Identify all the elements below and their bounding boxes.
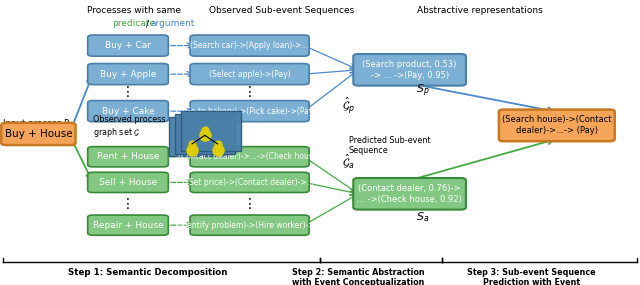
FancyBboxPatch shape: [190, 64, 309, 85]
Text: (Set price)->(Contact dealer)->...: (Set price)->(Contact dealer)->...: [186, 178, 314, 187]
FancyBboxPatch shape: [88, 35, 168, 56]
Text: Buy + Apple: Buy + Apple: [100, 70, 156, 79]
FancyBboxPatch shape: [88, 172, 168, 193]
FancyBboxPatch shape: [175, 114, 235, 154]
Text: Processes with same: Processes with same: [88, 6, 181, 15]
FancyBboxPatch shape: [190, 146, 309, 167]
Text: (Search house)->(Contact
dealer)->...-> (Pay): (Search house)->(Contact dealer)->...-> …: [502, 115, 612, 135]
Text: (Search product, 0.53)
-> ... ->(Pay, 0.95): (Search product, 0.53) -> ... ->(Pay, 0.…: [362, 60, 457, 80]
Text: Sell + House: Sell + House: [99, 178, 157, 187]
Text: Buy + Car: Buy + Car: [105, 41, 151, 50]
FancyBboxPatch shape: [353, 54, 466, 86]
Text: $\hat{\mathcal{G}}_p$: $\hat{\mathcal{G}}_p$: [342, 95, 355, 116]
Text: Abstractive representations: Abstractive representations: [417, 6, 543, 15]
Text: Step 2: Semantic Abstraction
with Event Conceptualization: Step 2: Semantic Abstraction with Event …: [292, 268, 425, 285]
Text: Step 3: Sub-event Sequence
Prediction with Event
Instantiation: Step 3: Sub-event Sequence Prediction wi…: [467, 268, 595, 285]
Text: (Search car)->(Apply loan)->...: (Search car)->(Apply loan)->...: [190, 41, 309, 50]
FancyBboxPatch shape: [182, 111, 241, 151]
FancyBboxPatch shape: [88, 215, 168, 235]
Text: Buy + House: Buy + House: [4, 129, 72, 139]
FancyBboxPatch shape: [190, 172, 309, 193]
FancyBboxPatch shape: [190, 215, 309, 235]
Text: Observed process
graph set $\mathcal{G}$: Observed process graph set $\mathcal{G}$: [93, 115, 165, 139]
FancyBboxPatch shape: [88, 101, 168, 122]
FancyBboxPatch shape: [499, 109, 614, 141]
FancyBboxPatch shape: [169, 117, 228, 156]
Text: ⋮: ⋮: [121, 85, 135, 99]
Text: (Contact dealer, 0.76)->
... ->(Check house, 0.92): (Contact dealer, 0.76)-> ... ->(Check ho…: [357, 184, 462, 204]
FancyBboxPatch shape: [353, 178, 466, 210]
FancyBboxPatch shape: [88, 64, 168, 85]
FancyBboxPatch shape: [190, 101, 309, 122]
Text: Buy + Cake: Buy + Cake: [102, 107, 154, 116]
Text: (Go to bakery)->(Pick cake)->(Pay): (Go to bakery)->(Pick cake)->(Pay): [182, 107, 317, 116]
Text: Observed Sub-event Sequences: Observed Sub-event Sequences: [209, 6, 354, 15]
Text: /: /: [146, 19, 149, 29]
FancyBboxPatch shape: [88, 146, 168, 167]
Text: ⋮: ⋮: [243, 197, 257, 211]
Text: ⋮: ⋮: [243, 85, 257, 99]
Text: $S_a$: $S_a$: [416, 210, 429, 223]
Text: ⋮: ⋮: [121, 197, 135, 211]
Text: Step 1: Semantic Decomposition: Step 1: Semantic Decomposition: [67, 268, 227, 277]
Text: (Select apple)->(Pay): (Select apple)->(Pay): [209, 70, 291, 79]
FancyBboxPatch shape: [1, 123, 76, 145]
Text: $\hat{\mathcal{G}}_a$: $\hat{\mathcal{G}}_a$: [342, 152, 355, 170]
Text: (Identify problem)->(Hire worker)->...: (Identify problem)->(Hire worker)->...: [177, 221, 322, 230]
FancyBboxPatch shape: [190, 35, 309, 56]
Text: $S_p$: $S_p$: [415, 83, 429, 99]
Text: Predicted Sub-event
Sequence: Predicted Sub-event Sequence: [349, 136, 430, 155]
Text: Repair + House: Repair + House: [93, 221, 163, 230]
Text: Input process P: Input process P: [3, 119, 69, 129]
Text: argument: argument: [150, 19, 195, 29]
Text: Rent + House: Rent + House: [97, 152, 159, 161]
Text: predicate: predicate: [112, 19, 155, 29]
Text: (Contact dealer)->...->(Check house): (Contact dealer)->...->(Check house): [179, 152, 321, 161]
